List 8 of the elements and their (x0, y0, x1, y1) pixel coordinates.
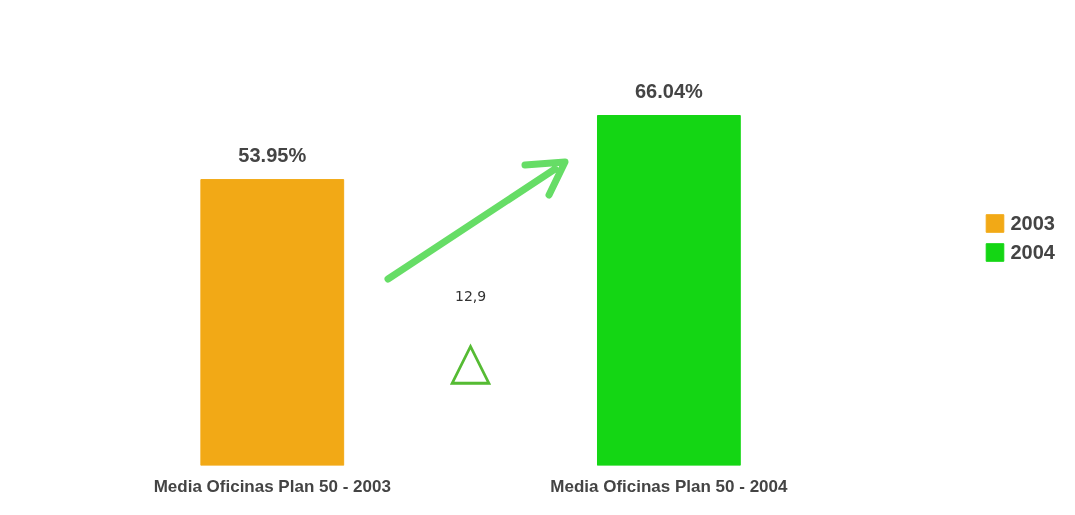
annotation: 12,9 (454, 288, 487, 305)
data-label: 53.95% (238, 143, 307, 166)
legend-label: 2004 (1010, 240, 1055, 264)
legend-label: 2003 (1010, 211, 1055, 235)
x-tick-label: Media Oficinas Plan 50 - 2003 (153, 476, 391, 496)
annotation: △ (449, 328, 492, 392)
x-tick-label: Media Oficinas Plan 50 - 2004 (550, 476, 789, 496)
data-label: 66.04% (634, 79, 704, 102)
